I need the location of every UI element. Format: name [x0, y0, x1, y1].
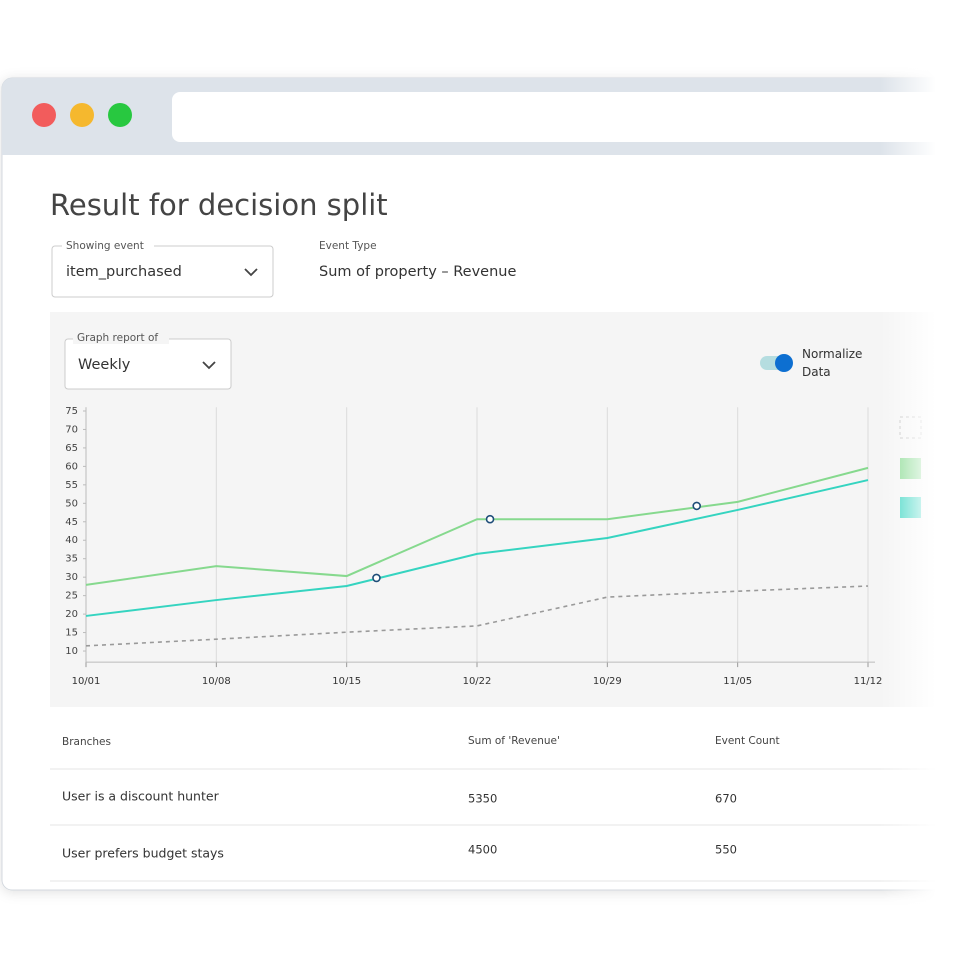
y-tick-label: 65: [65, 443, 78, 454]
x-tick-label: 11/05: [723, 676, 752, 687]
series-line: [85, 479, 869, 617]
y-tick-label: 70: [65, 424, 78, 435]
y-tick-label: 20: [65, 609, 78, 620]
table-header: Branches: [62, 736, 111, 748]
y-tick-label: 50: [65, 498, 78, 509]
select-value: Weekly: [78, 357, 131, 373]
field-label: Graph report of: [77, 332, 158, 344]
table-cell: 550: [715, 843, 737, 857]
table-cell: 4500: [468, 843, 497, 857]
y-tick-label: 35: [65, 554, 78, 565]
chart: 10/01 10/08 10/15 10/22 10/29 11/05 11/12 10 15 2…: [65, 406, 922, 687]
x-tick-label: 11/12: [854, 676, 883, 687]
browser-window: Result for decision split Showing event …: [1, 60, 960, 920]
y-tick-label: 30: [65, 572, 78, 583]
close-button[interactable]: [32, 103, 56, 127]
chevron: [244, 268, 258, 277]
highlight-marker: [372, 573, 381, 583]
field-label: Showing event: [66, 240, 144, 252]
y-tick-label: 10: [65, 646, 78, 657]
y-tick-label: 25: [65, 591, 78, 602]
url-bar[interactable]: [172, 92, 960, 142]
event-select[interactable]: [51, 245, 274, 298]
y-tick-label: 60: [65, 461, 78, 472]
maximize-button[interactable]: [108, 103, 132, 127]
table-cell: 5350: [468, 792, 497, 806]
x-tick-label: 10/01: [72, 676, 101, 687]
table-cell: User is a discount hunter: [62, 789, 220, 804]
series-line: [85, 466, 869, 586]
select-value: item_purchased: [66, 264, 182, 280]
table-header: Sum of 'Revenue': [468, 735, 560, 747]
minimize-button[interactable]: [70, 103, 94, 127]
x-tick-label: 10/22: [463, 676, 492, 687]
toggle-label: Normalize Data: [802, 347, 862, 379]
table-cell: User prefers budget stays: [62, 846, 224, 861]
series-line: [85, 585, 869, 647]
y-tick-label: 55: [65, 480, 78, 491]
highlight-marker: [692, 501, 702, 511]
label-gap: [62, 240, 154, 252]
y-tick-label: 45: [65, 517, 78, 528]
x-tick-label: 10/15: [332, 676, 361, 687]
toggle-knob: [775, 354, 793, 372]
edge-fade: [880, 60, 936, 920]
y-tick-label: 15: [65, 628, 78, 639]
y-tick-label: 40: [65, 535, 78, 546]
table-header: Event Count: [715, 735, 780, 747]
normalize-toggle[interactable]: [760, 354, 793, 372]
field-value: Sum of property – Revenue: [319, 264, 516, 280]
chevron: [202, 361, 216, 370]
x-tick-label: 10/08: [202, 676, 231, 687]
table-cell: 670: [715, 792, 737, 806]
label-gap: [73, 332, 169, 344]
highlight-marker: [485, 514, 495, 524]
y-tick-label: 75: [65, 406, 78, 417]
page-title: Result for decision split: [50, 188, 388, 222]
field-label: Event Type: [319, 240, 377, 252]
x-tick-label: 10/29: [593, 676, 622, 687]
